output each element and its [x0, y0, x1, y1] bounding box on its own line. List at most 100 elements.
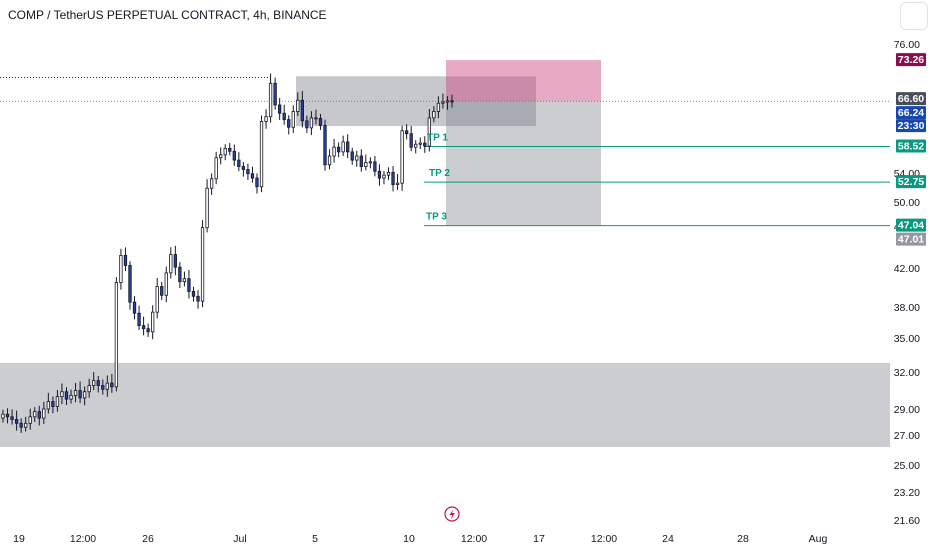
candle-body	[427, 117, 431, 147]
candle-body	[300, 99, 304, 122]
candle-body	[205, 187, 209, 229]
y-tick-label: 35.00	[894, 333, 920, 345]
candle	[305, 115, 309, 133]
candle	[60, 383, 64, 405]
candle-body	[391, 172, 395, 185]
candle	[273, 77, 277, 110]
candle	[427, 108, 431, 152]
candle-body	[110, 382, 114, 388]
candle	[51, 396, 55, 414]
candle	[96, 376, 100, 393]
candle-body	[101, 385, 105, 390]
candle-body	[42, 408, 46, 419]
candle	[309, 111, 314, 136]
candle-body	[373, 161, 377, 172]
candle	[14, 410, 19, 431]
candle	[73, 382, 78, 403]
candle-body	[314, 117, 318, 120]
candle	[151, 305, 155, 340]
candle	[441, 93, 445, 109]
candle	[105, 375, 109, 397]
support-zone	[0, 362, 890, 447]
candle	[432, 106, 436, 123]
candle	[24, 416, 28, 432]
candle-body	[78, 390, 82, 399]
candle-body	[259, 121, 264, 188]
candle-body	[105, 382, 109, 390]
candle	[341, 135, 345, 156]
candle	[318, 114, 323, 130]
candle	[1, 409, 5, 423]
candle-body	[55, 396, 60, 407]
candle-body	[291, 111, 295, 128]
candle-body	[96, 380, 100, 386]
candle	[28, 408, 32, 430]
y-tick-label: 21.60	[894, 515, 920, 527]
candle	[250, 166, 255, 183]
candle-body	[237, 159, 241, 167]
candle-body	[318, 118, 323, 126]
candle	[450, 94, 454, 108]
candle	[414, 140, 418, 154]
candle-body	[432, 111, 436, 119]
candle-body	[232, 150, 236, 161]
candle	[409, 125, 413, 152]
candle	[241, 162, 246, 177]
price-label-bg	[896, 218, 926, 232]
candle	[264, 109, 268, 129]
candle	[332, 138, 336, 163]
candle	[5, 408, 10, 424]
candle-body	[382, 174, 386, 179]
candle-body	[146, 328, 150, 333]
candle	[160, 281, 164, 300]
candle	[237, 152, 241, 172]
lightning-icon[interactable]	[444, 506, 460, 522]
x-tick-label: 28	[737, 533, 749, 545]
candle	[119, 248, 123, 290]
candle-body	[19, 422, 23, 428]
tp1-label: TP 1	[427, 132, 448, 143]
price-label: 23:30	[898, 120, 925, 132]
candle	[178, 262, 182, 288]
candle-body	[160, 286, 164, 296]
tp2-label: TP 2	[429, 168, 450, 179]
candle	[19, 418, 23, 433]
candle	[423, 136, 427, 153]
candle-body	[151, 311, 155, 333]
scale-settings-button[interactable]	[900, 2, 928, 30]
price-label: 66.24	[898, 107, 924, 119]
candle	[55, 390, 60, 412]
candle-body	[409, 133, 413, 148]
candle	[82, 386, 87, 406]
candle	[33, 407, 37, 422]
candle	[346, 134, 350, 158]
x-tick-label: 19	[13, 533, 25, 545]
candle	[391, 166, 395, 192]
x-tick-label: Jul	[233, 533, 246, 545]
price-label-bg	[896, 92, 926, 106]
time-axis[interactable]: 19 12:00 26 Jul 5 10 12:00 17 12:00 24 28 Aug	[13, 533, 827, 545]
candle-body	[305, 120, 309, 129]
price-label: 58.52	[898, 140, 924, 152]
y-tick-label: 27.00	[894, 430, 920, 442]
candle-body	[169, 254, 173, 274]
candle	[182, 271, 187, 287]
candle	[64, 387, 69, 406]
candle-body	[441, 101, 445, 104]
candle-body	[14, 418, 19, 424]
candle	[287, 115, 291, 135]
candle	[123, 247, 128, 271]
candle-body	[278, 104, 282, 114]
candle	[323, 119, 327, 171]
candle	[101, 379, 105, 395]
candle-body	[141, 325, 146, 330]
candle-body	[10, 416, 14, 420]
candle-body	[137, 312, 141, 327]
candle-body	[173, 254, 177, 268]
candle	[418, 137, 422, 150]
y-tick-label: 38.00	[894, 302, 920, 314]
candle-body	[350, 151, 354, 161]
price-label-bg	[896, 119, 926, 133]
candle	[404, 124, 409, 140]
